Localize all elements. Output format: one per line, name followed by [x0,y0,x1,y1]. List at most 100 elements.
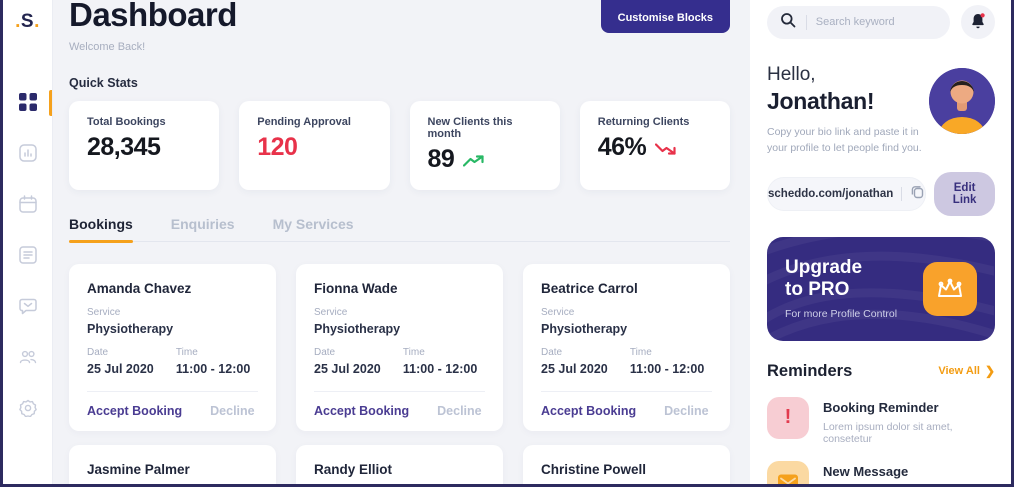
tab-enquiries[interactable]: Enquiries [170,216,235,232]
client-name: Beatrice Carrol [541,281,638,296]
stat-label: Returning Clients [597,116,690,128]
card-divider [314,391,485,392]
bar-chart-icon [18,144,37,162]
sidebar-item-calendar[interactable] [3,192,52,216]
bio-link-pill[interactable]: scheddo.com/jonathan [767,176,927,211]
client-name: Amanda Chavez [87,281,192,296]
stat-label: Pending Approval [257,116,351,128]
card-divider [87,391,258,392]
alert-icon: ! [767,396,809,439]
customise-blocks-button[interactable]: Customise Blocks [600,0,730,33]
date-value: 25 Jul 2020 [87,362,154,376]
accept-booking-button[interactable]: Accept Booking [541,404,637,418]
client-name: Randy Elliot [314,462,393,477]
copy-icon[interactable] [910,184,925,204]
stat-label: New Clients this month [427,116,513,140]
view-all-label: View All [938,365,980,378]
date-label: Date [314,347,336,358]
reminder-item[interactable]: New Message Lorem ipsum dolor sit amet, … [767,460,995,484]
dashboard-grid-icon [18,93,37,111]
view-all-link[interactable]: View All ❯ [938,364,995,378]
logo-dot-left: . [15,11,21,32]
stat-card: New Clients this month 89 [409,101,560,190]
booking-card: Beatrice Carrol Service Physiotherapy Da… [523,264,730,431]
stat-card: Total Bookings 28,345 [69,101,220,190]
time-label: Time [402,347,425,358]
client-name: Fionna Wade [314,281,398,296]
user-name: Jonathan! [767,88,875,114]
sidebar-nav [3,90,52,420]
reminders-heading: Reminders [767,361,853,380]
client-name: Jasmine Palmer [87,462,190,477]
service-value: Physiotherapy [314,322,401,336]
upgrade-pro-card[interactable]: Upgrade to PRO For more Profile Control [767,236,995,341]
reminders-header: Reminders View All ❯ [767,362,995,381]
booking-card: Randy Elliot Service Physiotherapy Date … [296,445,503,484]
date-value: 25 Jul 2020 [314,362,381,376]
booking-card: Christine Powell Service Physiotherapy D… [523,445,730,484]
avatar[interactable] [929,68,995,134]
sidebar-item-analytics[interactable] [3,141,52,165]
users-icon [19,348,37,366]
decline-button[interactable]: Decline [437,404,482,418]
decline-button[interactable]: Decline [664,404,709,418]
reminder-item[interactable]: ! Booking Reminder Lorem ipsum dolor sit… [767,396,995,445]
chevron-right-icon: ❯ [984,364,995,379]
calendar-icon [18,195,37,213]
envelope-icon [767,460,809,484]
notifications-button[interactable] [961,5,995,39]
crown-icon [923,261,977,316]
sidebar-item-messages[interactable] [3,294,52,318]
search-icon [780,12,796,33]
service-label: Service [314,307,348,318]
bio-link-row: scheddo.com/jonathan Edit Link [767,171,995,216]
topbar [767,5,995,39]
booking-card: Amanda Chavez Service Physiotherapy Date… [69,264,276,431]
sidebar-item-clients[interactable] [3,345,52,369]
message-bubble-icon [18,297,37,315]
profile-greeting-block: Hello, Jonathan! Copy your bio link and … [767,64,995,157]
greeting-text: Hello, [767,64,816,85]
time-label: Time [629,347,652,358]
sidebar-item-settings[interactable] [3,396,52,420]
decline-button[interactable]: Decline [210,404,255,418]
accept-booking-button[interactable]: Accept Booking [314,404,410,418]
welcome-subtitle: Welcome Back! [69,41,146,53]
quick-stats-row: Total Bookings 28,345 Pending Approval 1… [69,101,730,190]
time-value: 11:00 - 12:00 [402,362,478,376]
sidebar: .S. [3,0,53,484]
client-name: Christine Powell [541,462,647,477]
sidebar-item-bookings[interactable] [3,243,52,267]
app-logo[interactable]: .S. [15,0,40,44]
bio-description: Copy your bio link and paste it in your … [767,126,922,155]
edit-link-button[interactable]: Edit Link [934,171,995,216]
service-label: Service [87,307,121,318]
sidebar-item-dashboard[interactable] [3,90,52,116]
trend-up-icon [463,145,486,174]
main-content: Dashboard Welcome Back! Customise Blocks… [53,0,750,484]
search-input[interactable] [815,16,937,28]
bio-link-divider [901,186,903,201]
date-value: 25 Jul 2020 [541,362,608,376]
tab-bar: Bookings Enquiries My Services [69,216,730,243]
time-label: Time [175,347,198,358]
upgrade-text-block: Upgrade to PRO For more Profile Control [785,257,897,321]
booking-card: Jasmine Palmer Service Physiotherapy Dat… [69,445,276,484]
date-label: Date [87,347,109,358]
stat-card: Pending Approval 120 [239,101,390,190]
reminder-title: New Message [823,463,909,479]
accept-booking-button[interactable]: Accept Booking [87,404,183,418]
bio-link-text: scheddo.com/jonathan [768,187,894,200]
stat-label: Total Bookings [87,116,166,128]
tab-bookings[interactable]: Bookings [69,216,133,243]
logo-dot-right: . [34,11,40,32]
search-bar[interactable] [767,5,950,39]
stat-value: 46% [597,133,647,161]
tab-my-services[interactable]: My Services [272,216,354,232]
date-label: Date [541,347,563,358]
stat-card: Returning Clients 46% [579,101,730,190]
upgrade-subtitle: For more Profile Control [785,308,898,321]
service-label: Service [541,307,575,318]
time-value: 11:00 - 12:00 [175,362,251,376]
